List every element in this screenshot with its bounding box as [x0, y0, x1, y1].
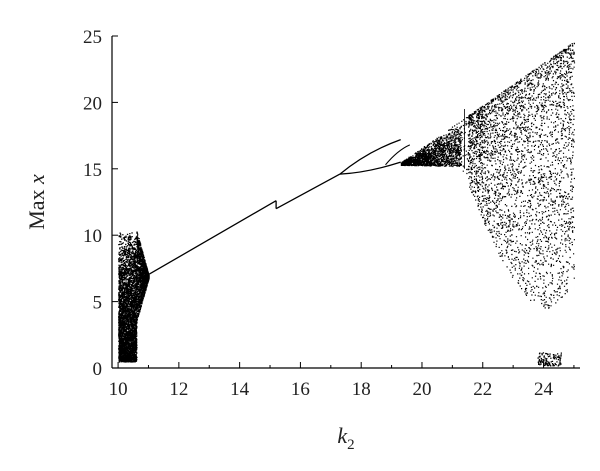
- y-tick-label: 0: [93, 359, 103, 380]
- x-axis-label-var: k: [337, 423, 348, 448]
- chaotic-band-left: [118, 232, 138, 363]
- x-axis-label-subscript: 2: [347, 437, 355, 453]
- y-tick-label: 20: [83, 93, 102, 114]
- low-cluster-points: [537, 352, 562, 367]
- x-tick-label: 22: [473, 379, 492, 400]
- x-axis-label: k2: [337, 423, 354, 453]
- x-tick-label: 24: [534, 379, 554, 400]
- y-axis-label-prefix: Max: [24, 184, 49, 230]
- x-ticks: 10 12 14 16 18 20 22 24: [109, 362, 575, 400]
- chaotic-band-right: [400, 42, 576, 309]
- periodic-branch-2: [275, 173, 341, 210]
- x-tick-label: 18: [352, 379, 371, 400]
- plot-area: [118, 42, 576, 367]
- y-ticks: 0 5 10 15 20 25: [83, 27, 118, 380]
- period-doubling-lower: [339, 161, 401, 175]
- y-axis-label-var: x: [24, 174, 49, 185]
- narrowing-band-points: [136, 231, 150, 321]
- y-tick-label: 25: [83, 27, 102, 48]
- x-tick-label: 16: [291, 379, 310, 400]
- chaotic-band-right-points: [400, 42, 576, 309]
- x-tick-label: 14: [230, 379, 250, 400]
- period-doubling-upper: [339, 138, 401, 175]
- x-tick-label: 20: [412, 379, 431, 400]
- periodic-branch-1: [145, 200, 277, 277]
- low-cluster: [537, 352, 562, 367]
- narrowing-band: [136, 231, 150, 321]
- x-tick-label: 10: [109, 379, 128, 400]
- y-axis-label: Max x: [24, 174, 49, 230]
- y-tick-label: 10: [83, 226, 102, 247]
- y-tick-label: 15: [83, 160, 102, 181]
- x-tick-label: 12: [169, 379, 188, 400]
- period-doubling-secondary: [385, 144, 411, 166]
- y-tick-label: 5: [93, 293, 103, 314]
- axes: [111, 36, 580, 369]
- chaotic-band-left-points: [118, 232, 138, 363]
